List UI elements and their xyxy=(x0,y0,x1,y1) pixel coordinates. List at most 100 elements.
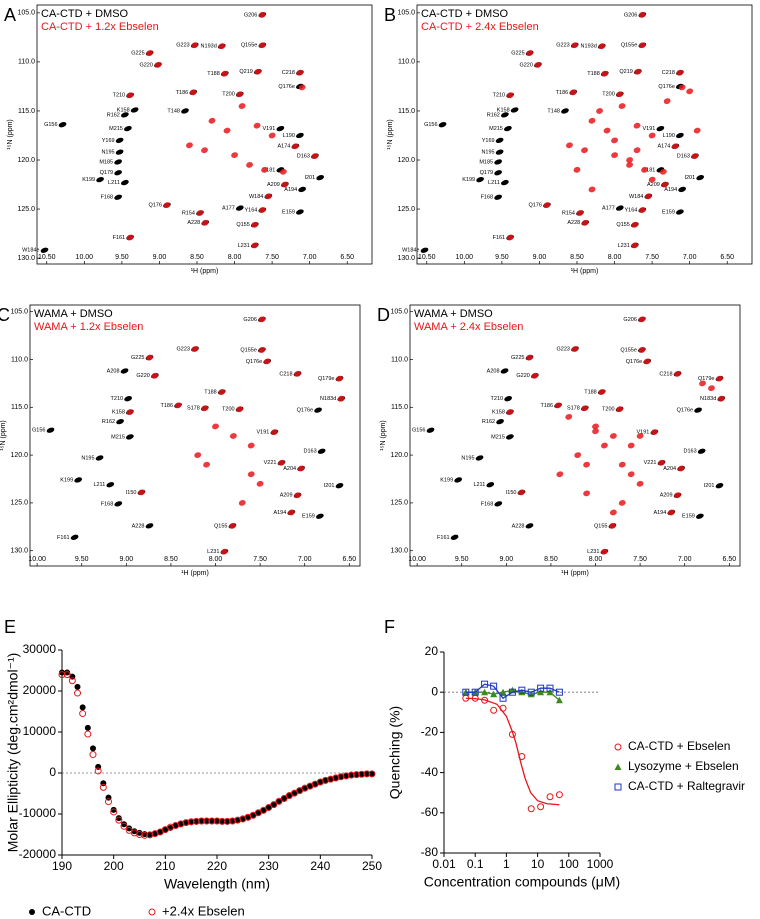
peak xyxy=(636,480,644,487)
peak xyxy=(151,372,159,379)
peak xyxy=(592,423,599,430)
peak-label: F161 xyxy=(493,235,506,241)
peak xyxy=(291,143,299,150)
peak xyxy=(495,149,504,155)
data-point xyxy=(481,696,489,704)
peak-label: M215 xyxy=(111,434,125,440)
peak xyxy=(154,61,162,68)
y-tick-label: -10000 xyxy=(19,806,57,820)
peak xyxy=(450,534,459,540)
y-tick-label: -20000 xyxy=(19,847,57,861)
data-point xyxy=(369,771,375,778)
peak xyxy=(229,522,236,529)
peak-label: Q176e xyxy=(246,359,263,365)
peak xyxy=(678,186,686,193)
peak xyxy=(96,176,104,183)
y-tick-label: 105.0 xyxy=(10,309,28,316)
data-point xyxy=(224,818,231,825)
data-point xyxy=(347,771,355,779)
peak-label: L190 xyxy=(663,133,675,139)
data-point xyxy=(84,730,92,738)
data-point xyxy=(59,669,65,676)
data-point xyxy=(490,706,498,714)
peak-label: R162 xyxy=(487,112,500,118)
x-tick-label: 8.00 xyxy=(209,556,223,563)
data-point xyxy=(193,818,200,825)
peak xyxy=(716,375,723,382)
peak xyxy=(504,396,512,402)
data-point xyxy=(332,775,339,782)
x-tick-label: 0.01 xyxy=(432,857,456,871)
x-tick-label: 100 xyxy=(559,857,579,871)
panel-letter: B xyxy=(384,5,396,25)
peak-label: T210 xyxy=(111,396,124,402)
peak xyxy=(194,452,202,458)
data-point xyxy=(152,830,158,837)
peak xyxy=(476,176,484,183)
peak xyxy=(246,162,253,168)
peak xyxy=(258,11,266,18)
legend-swatch xyxy=(29,909,35,915)
peak xyxy=(251,221,259,228)
y-axis-label: Molar Ellipticity (deg.cm²dmol⁻¹) xyxy=(5,653,21,853)
data-point xyxy=(291,790,298,797)
peak xyxy=(121,112,129,118)
peak-label: Q179e xyxy=(698,376,715,382)
peak-label: Q176e xyxy=(297,408,314,414)
peak-label: R162 xyxy=(107,112,120,118)
data-point xyxy=(172,822,179,829)
peak-label: N195 xyxy=(481,150,494,156)
data-point xyxy=(342,772,350,780)
peak xyxy=(254,68,262,75)
data-point xyxy=(363,770,371,778)
data-point xyxy=(481,680,489,688)
y-tick-label: 115.0 xyxy=(391,404,408,411)
peak xyxy=(618,500,626,506)
peak-label: L231 xyxy=(238,243,250,249)
peak-label: G206 xyxy=(624,12,637,18)
peak xyxy=(609,522,616,529)
peak-label: Q176 xyxy=(528,203,541,209)
peak xyxy=(663,98,671,105)
data-point xyxy=(527,688,535,696)
peak xyxy=(611,152,618,158)
peak xyxy=(314,407,322,413)
peak-label: Q219 xyxy=(619,69,632,75)
peak-label: N183d xyxy=(320,396,336,402)
peak-label: A174 xyxy=(658,144,671,150)
data-point xyxy=(183,820,189,827)
data-point xyxy=(307,783,313,790)
peak-label: G206 xyxy=(244,12,257,18)
y-tick-label: 110.0 xyxy=(391,356,408,363)
data-point xyxy=(115,815,122,822)
peak-label: Q155 xyxy=(594,523,607,529)
peak-label: T188 xyxy=(584,389,597,395)
peak-label: L190 xyxy=(283,133,295,139)
peak xyxy=(611,137,618,144)
peak-label: Y169 xyxy=(102,138,115,144)
peak-label: R162 xyxy=(482,419,495,425)
peak-label: W184e xyxy=(22,248,39,254)
legend-label: CA-CTD + Ebselen xyxy=(628,739,730,753)
peak xyxy=(659,168,667,175)
x-tick-label: 9.00 xyxy=(120,556,134,563)
peak xyxy=(278,459,285,466)
peak xyxy=(40,247,49,253)
peak-label: F161 xyxy=(437,535,450,541)
peak xyxy=(335,483,344,489)
peak xyxy=(251,242,259,249)
peak-label: A177 xyxy=(602,206,615,212)
peak xyxy=(633,147,641,154)
peak-label: K158 xyxy=(497,107,510,113)
peak-label: Q176e xyxy=(658,84,675,90)
peak-label: G225 xyxy=(131,355,144,361)
peak xyxy=(526,354,533,361)
data-point xyxy=(126,825,133,832)
peak xyxy=(616,91,624,98)
y-tick-label: 30000 xyxy=(23,642,57,656)
data-point xyxy=(490,690,498,698)
data-point xyxy=(187,818,195,826)
x-axis-label: ¹H (ppm) xyxy=(561,570,589,577)
y-tick-label: 130.0 xyxy=(390,548,408,555)
peak-label: N195 xyxy=(101,150,114,156)
